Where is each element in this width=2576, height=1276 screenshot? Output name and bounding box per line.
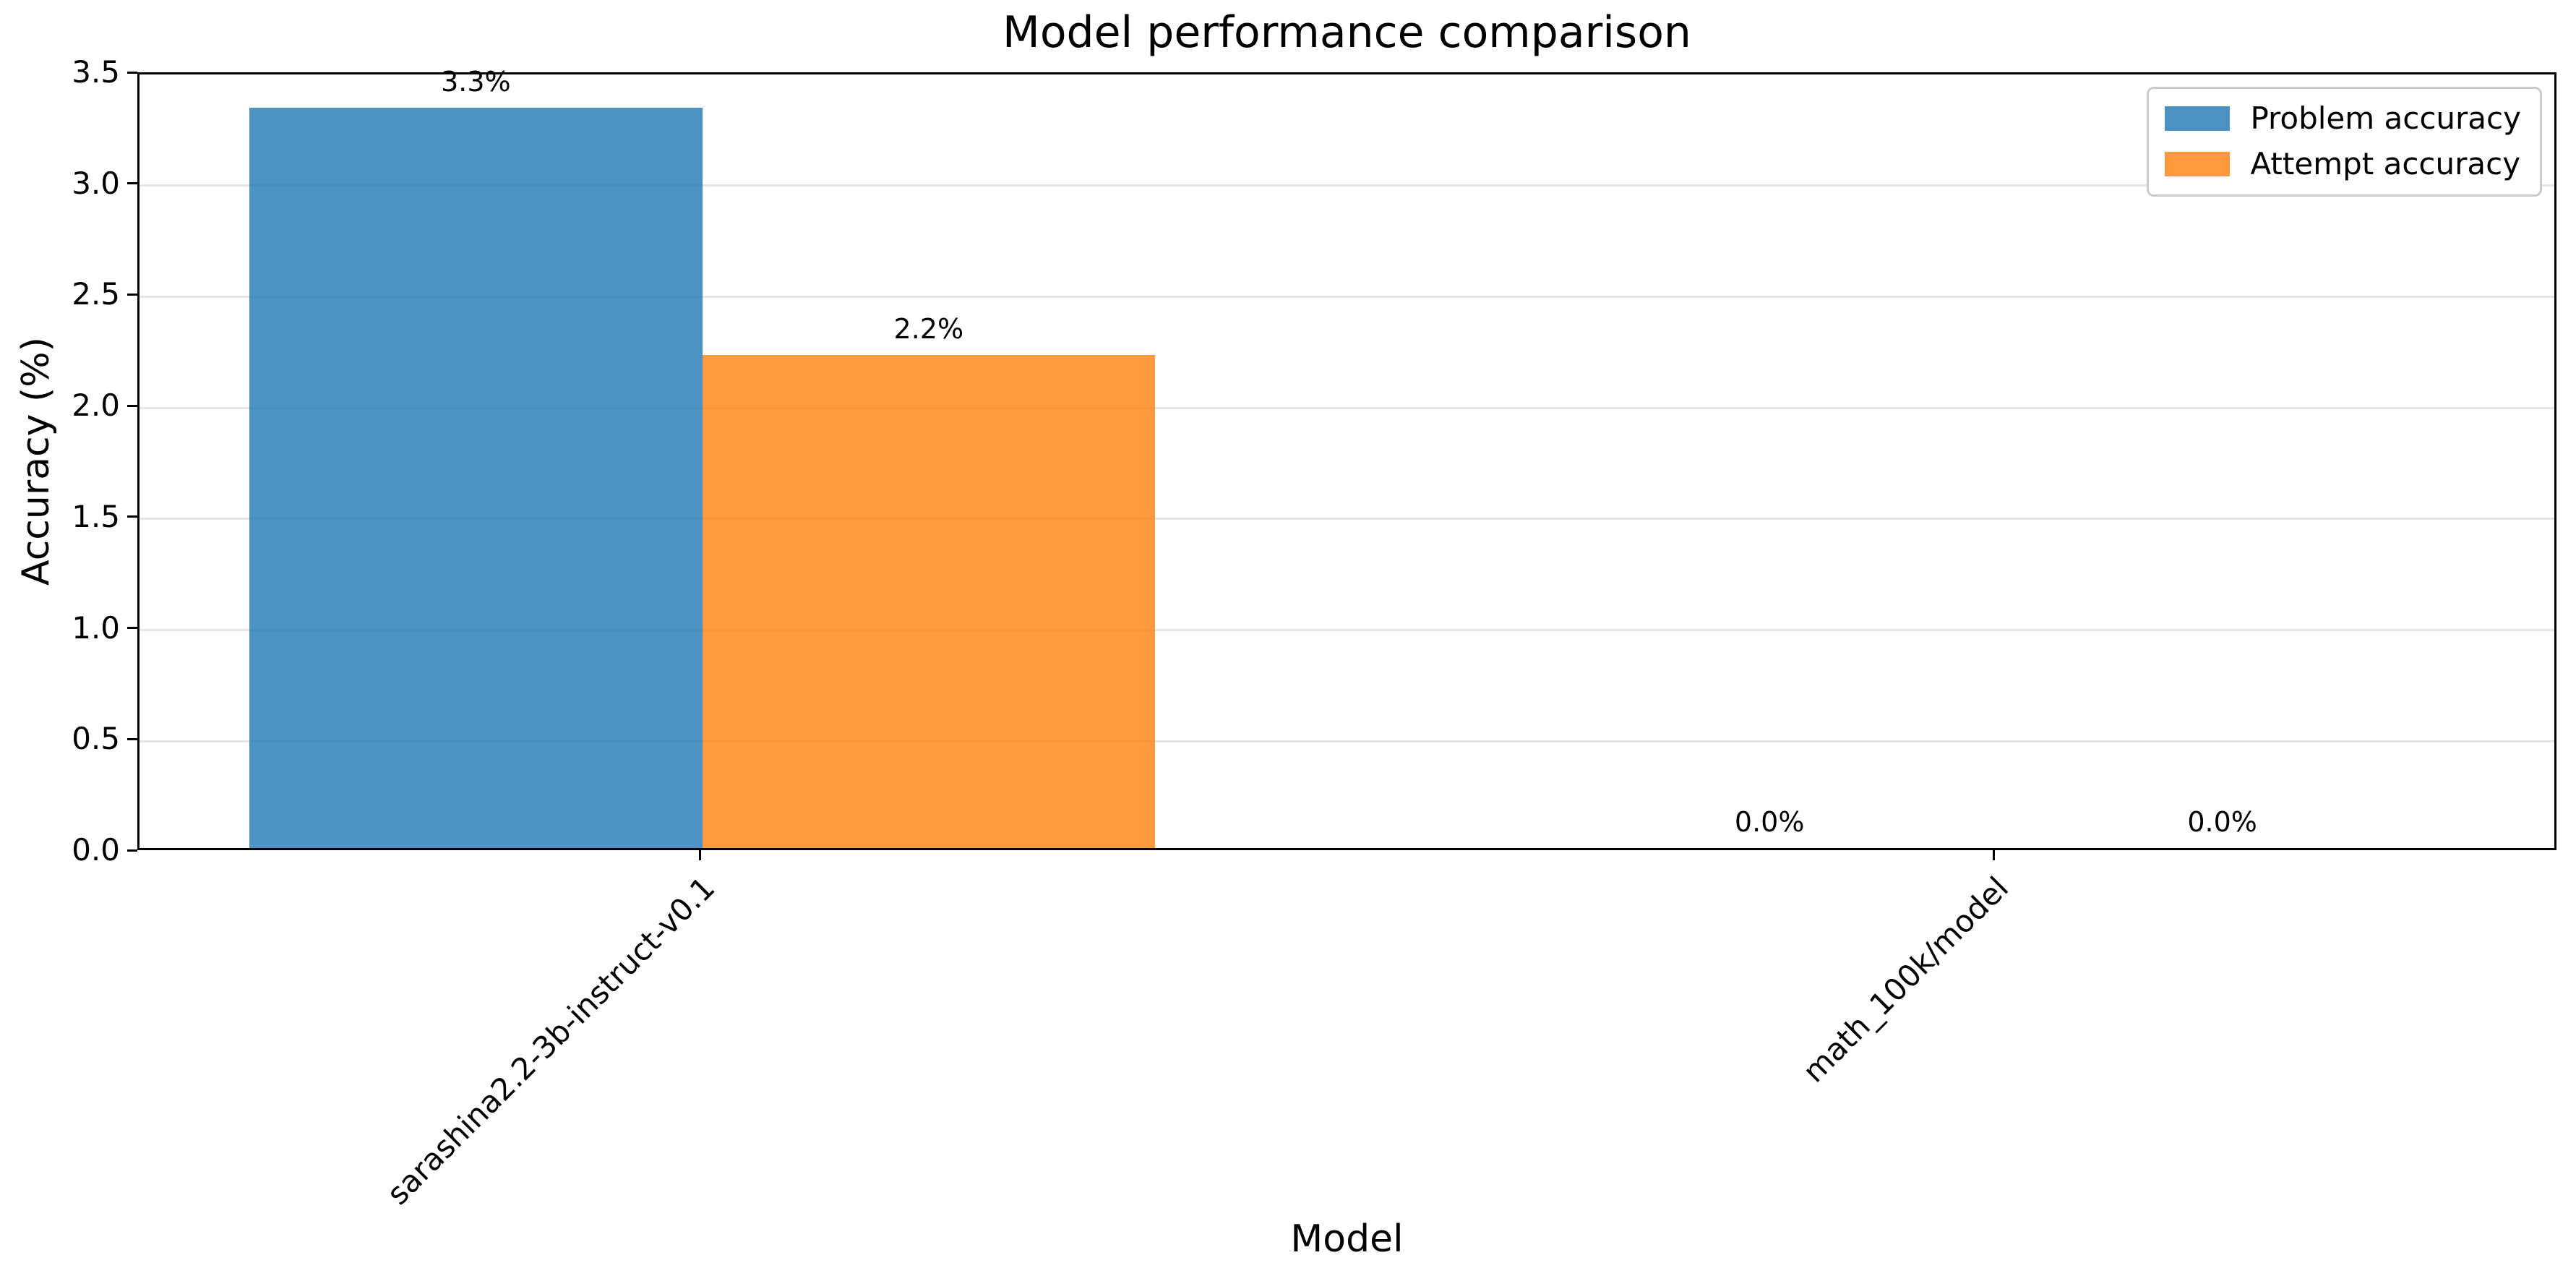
legend-entries: Problem accuracy Attempt accuracy — [2165, 100, 2521, 181]
y-gridline — [139, 406, 2554, 409]
bar-value-label: 3.3% — [441, 66, 511, 98]
y-gridline — [139, 295, 2554, 298]
y-tick-label: 0.0 — [72, 832, 120, 868]
y-tick-mark — [127, 849, 137, 852]
y-tick-mark — [127, 182, 137, 185]
y-tick-label: 3.0 — [72, 165, 120, 201]
y-tick-label: 1.5 — [72, 498, 120, 534]
y-gridline — [139, 740, 2554, 742]
x-tick-mark — [699, 850, 702, 860]
x-tick-label: math_100k/model — [1795, 870, 2016, 1089]
legend-swatch — [2165, 106, 2231, 131]
y-tick-mark — [127, 404, 137, 407]
y-tick-mark — [127, 627, 137, 630]
bar-attempt-accuracy — [702, 354, 1156, 848]
y-tick-mark — [127, 737, 137, 740]
y-tick-label: 3.5 — [72, 54, 120, 90]
bar-value-label: 0.0% — [1734, 806, 1805, 838]
legend-label: Attempt accuracy — [2250, 146, 2521, 181]
y-tick-mark — [127, 515, 137, 518]
y-tick-mark — [127, 293, 137, 296]
y-tick-mark — [127, 71, 137, 74]
y-gridline — [139, 184, 2554, 187]
legend: Problem accuracy Attempt accuracy — [2147, 87, 2542, 197]
y-tick-label: 0.5 — [72, 721, 120, 757]
x-tick-mark — [1992, 850, 1995, 860]
y-gridline — [139, 629, 2554, 632]
y-tick-label: 1.0 — [72, 609, 120, 646]
y-gridline — [139, 518, 2554, 521]
legend-entry: Problem accuracy — [2165, 100, 2521, 136]
y-tick-label: 2.0 — [72, 387, 120, 424]
legend-label: Problem accuracy — [2250, 100, 2521, 136]
y-tick-label: 2.5 — [72, 276, 120, 312]
bar-problem-accuracy — [249, 108, 703, 848]
bar-value-label: 2.2% — [893, 312, 964, 345]
x-tick-label: sarashina2.2-3b-instruct-v0.1 — [379, 870, 722, 1212]
plot-area: 3.3% 0.0% 2.2% 0.0% — [137, 66, 2556, 850]
bar-value-label: 0.0% — [2187, 806, 2257, 838]
legend-entry: Attempt accuracy — [2165, 146, 2521, 181]
x-axis-label: Model — [1290, 1217, 1404, 1261]
legend-swatch — [2165, 151, 2231, 176]
chart-title: Model performance comparison — [1003, 7, 1691, 58]
